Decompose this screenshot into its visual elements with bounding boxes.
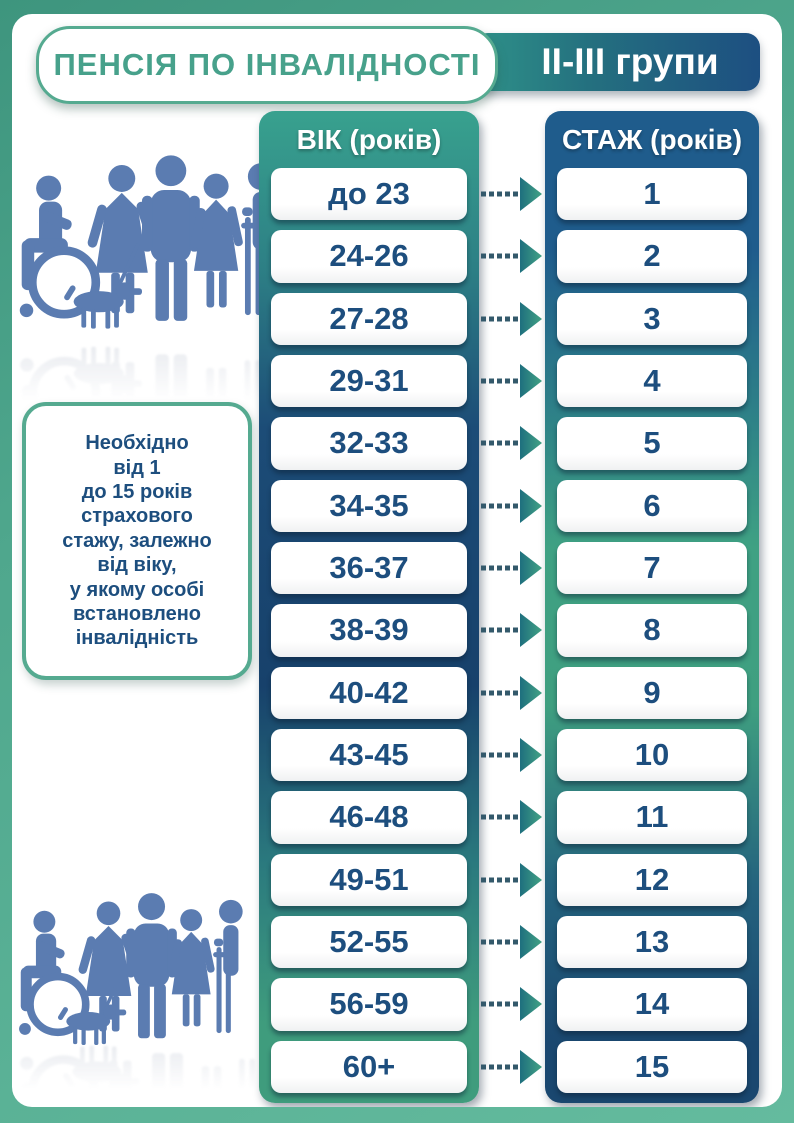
arrow-row: [479, 417, 545, 469]
service-rows: 1 2 3 4 5 6 7 8 9 10 11 12 13 14 15: [545, 168, 759, 1103]
service-cell: 10: [557, 728, 747, 782]
dotted-arrow-right-icon: [481, 738, 542, 773]
age-cell: до 23: [271, 168, 467, 221]
service-cell: 1: [557, 168, 747, 221]
arrow-row: [479, 542, 545, 594]
dotted-arrow-right-icon: [481, 488, 542, 523]
service-cell: 15: [557, 1040, 747, 1093]
disabled-people-group-icon: [14, 888, 264, 1050]
service-column: СТАЖ (років) 1 2 3 4 5 6 7 8 9 10 11 12 13 14 15: [545, 111, 759, 1103]
service-column-header: СТАЖ (років): [561, 123, 743, 155]
arrow-row: [479, 355, 545, 407]
arrow-row: [479, 916, 545, 968]
dotted-arrow-right-icon: [481, 800, 542, 835]
age-cell: 46-48: [271, 791, 467, 844]
age-cell: 34-35: [271, 479, 467, 532]
dotted-arrow-right-icon: [481, 301, 542, 336]
arrow-row: [479, 729, 545, 781]
age-cell: 24-26: [271, 230, 467, 283]
dotted-arrow-right-icon: [481, 987, 542, 1022]
service-cell: 3: [557, 292, 747, 345]
page-title: ПЕНСІЯ ПО ІНВАЛІДНОСТІ: [53, 47, 481, 82]
note-box: Необхідно від 1 до 15 років страхового с…: [22, 402, 252, 680]
service-cell: 12: [557, 853, 747, 906]
service-cell: 9: [557, 666, 747, 719]
dotted-arrow-right-icon: [481, 177, 542, 212]
service-cell: 11: [557, 791, 747, 844]
service-cell: 2: [557, 230, 747, 283]
people-reflection: [14, 341, 270, 411]
arrow-row: [479, 667, 545, 719]
arrow-row: [479, 168, 545, 220]
arrow-row: [479, 293, 545, 345]
age-cell: 43-45: [271, 728, 467, 782]
content-area: II-III групи ПЕНСІЯ ПО ІНВАЛІДНОСТІ Необ…: [12, 14, 782, 1107]
note-text: Необхідно від 1 до 15 років страхового с…: [62, 432, 212, 650]
age-rows: до 23 24-26 27-28 29-31 32-33 34-35 36-37 38-39…: [259, 168, 479, 1103]
service-cell: 8: [557, 604, 747, 657]
age-cell: 60+: [271, 1040, 467, 1093]
people-reflection: [14, 1040, 264, 1098]
arrow-row: [479, 978, 545, 1030]
dotted-arrow-right-icon: [481, 675, 542, 710]
dotted-arrow-right-icon: [481, 426, 542, 461]
arrow-row: [479, 854, 545, 906]
service-cell: 14: [557, 978, 747, 1031]
page-title-box: ПЕНСІЯ ПО ІНВАЛІДНОСТІ: [36, 26, 498, 104]
service-cell: 7: [557, 541, 747, 595]
dotted-arrow-right-icon: [481, 239, 542, 274]
age-cell: 32-33: [271, 417, 467, 470]
age-cell: 38-39: [271, 604, 467, 657]
age-cell: 52-55: [271, 915, 467, 969]
group-badge: II-III групи: [474, 33, 760, 91]
disabled-people-group-icon: [14, 146, 270, 338]
arrow-row: [479, 230, 545, 282]
dotted-arrow-right-icon: [481, 364, 542, 399]
arrow-row: [479, 1041, 545, 1093]
dotted-arrow-right-icon: [481, 1049, 542, 1084]
age-cell: 36-37: [271, 541, 467, 595]
age-cell: 29-31: [271, 354, 467, 408]
dotted-arrow-right-icon: [481, 551, 542, 586]
age-cell: 40-42: [271, 666, 467, 719]
service-cell: 6: [557, 479, 747, 532]
service-cell: 5: [557, 417, 747, 470]
group-badge-label: II-III групи: [541, 41, 719, 82]
age-cell: 27-28: [271, 292, 467, 345]
arrows-column: [479, 168, 545, 1093]
dotted-arrow-right-icon: [481, 862, 542, 897]
age-cell: 49-51: [271, 853, 467, 906]
arrow-row: [479, 480, 545, 532]
dotted-arrow-right-icon: [481, 925, 542, 960]
service-cell: 13: [557, 915, 747, 969]
arrow-row: [479, 791, 545, 843]
age-cell: 56-59: [271, 978, 467, 1031]
age-column: ВІК (років) до 23 24-26 27-28 29-31 32-33 34-…: [259, 111, 479, 1103]
age-column-header: ВІК (років): [296, 123, 442, 155]
service-cell: 4: [557, 354, 747, 408]
dotted-arrow-right-icon: [481, 613, 542, 648]
arrow-row: [479, 604, 545, 656]
